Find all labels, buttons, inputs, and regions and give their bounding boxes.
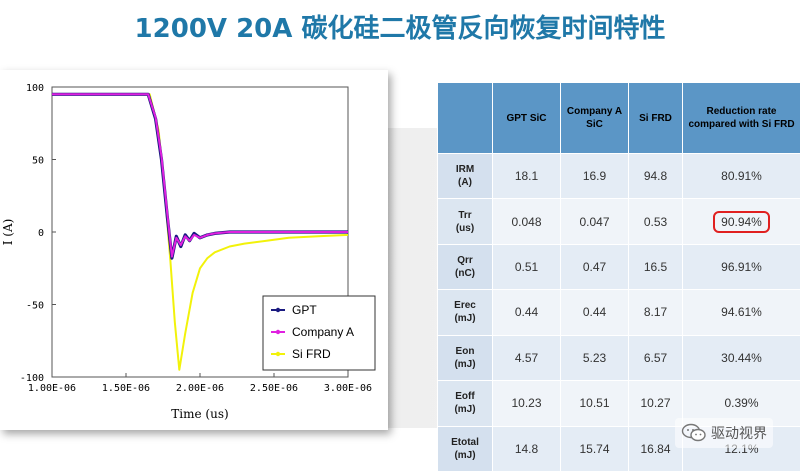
row-unit: (mJ)	[454, 358, 476, 370]
row-header: IRM (A)	[437, 152, 493, 200]
table-cell: 90.94%	[682, 198, 800, 245]
row-unit: (A)	[458, 177, 472, 189]
row-parameter: Eon	[455, 345, 475, 357]
table-cell: 18.1	[492, 152, 561, 200]
x-tick-label: 3.00E-06	[324, 383, 372, 394]
legend-marker	[275, 351, 281, 357]
table-cell: 94.8	[628, 152, 683, 200]
row-unit: (mJ)	[454, 449, 476, 461]
table-cell: 15.74	[560, 425, 629, 473]
row-unit: (nC)	[455, 268, 475, 280]
x-tick-label: 2.50E-06	[250, 383, 298, 394]
legend-label: Company A	[292, 325, 354, 339]
header-reduction-rate: Reduction rate compared with Si FRD	[682, 82, 800, 154]
row-header: Erec (mJ)	[437, 289, 493, 336]
table-cell: 0.47	[560, 243, 629, 291]
y-tick-label: 50	[32, 156, 44, 167]
table-cell: 0.51	[492, 243, 561, 291]
table-cell: 16.84	[628, 425, 683, 473]
row-unit: (mJ)	[454, 404, 476, 416]
legend-marker	[275, 329, 281, 335]
y-tick-label: 100	[26, 83, 44, 94]
table-cell: 0.44	[492, 289, 561, 336]
table-cell: 94.61%	[682, 289, 800, 336]
table-cell: 14.8	[492, 425, 561, 473]
row-parameter: Eoff	[455, 391, 475, 403]
row-parameter: Etotal	[451, 436, 479, 448]
watermark-text: 驱动视界	[711, 426, 767, 442]
table-cell: 0.44	[560, 289, 629, 336]
table-cell: 6.57	[628, 334, 683, 382]
x-tick-label: 1.00E-06	[28, 383, 76, 394]
table-row: Qrr (nC) 0.51 0.47 16.5 96.91%	[437, 243, 800, 291]
header-gpt-sic: GPT SiC	[492, 82, 561, 154]
table-row: Etotal (mJ) 14.8 15.74 16.84 12.1%	[437, 425, 800, 473]
highlighted-value: 90.94%	[713, 210, 770, 233]
x-axis-label: Time (us)	[171, 407, 228, 421]
row-header: Trr (us)	[437, 198, 493, 245]
x-tick-label: 2.00E-06	[176, 383, 224, 394]
row-parameter: Trr	[458, 209, 472, 221]
table-row: Eon (mJ) 4.57 5.23 6.57 30.44%	[437, 334, 800, 382]
recovery-chart: 1.00E-06 1.50E-06 2.00E-06 2.50E-06 3.00E-06…	[1, 83, 376, 421]
row-header: Eoff (mJ)	[437, 380, 493, 427]
x-tick-label: 1.50E-06	[102, 383, 150, 394]
y-tick-label: -50	[26, 301, 44, 312]
row-parameter: Erec	[454, 300, 476, 312]
table-row: Erec (mJ) 0.44 0.44 8.17 94.61%	[437, 289, 800, 336]
table-cell: 16.9	[560, 152, 629, 200]
table-cell: 80.91%	[682, 152, 800, 200]
table-cell: 30.44%	[682, 334, 800, 382]
series-line-company-a	[52, 93, 348, 258]
table-cell: 96.91%	[682, 243, 800, 291]
table-cell: 0.047	[560, 198, 629, 245]
y-tick-label: 0	[38, 228, 44, 239]
header-si-frd: Si FRD	[628, 82, 683, 154]
table-header-row: GPT SiC Company A SiC Si FRD Reduction r…	[437, 82, 800, 154]
row-header: Etotal (mJ)	[437, 425, 493, 473]
watermark: 驱动视界	[675, 418, 773, 448]
comparison-table: GPT SiC Company A SiC Si FRD Reduction r…	[437, 82, 800, 473]
table-cell: 4.57	[492, 334, 561, 382]
row-parameter: Qrr	[457, 255, 473, 267]
legend-marker	[275, 307, 281, 313]
chart-legend: GPT Company A Si FRD	[262, 295, 376, 371]
header-company-a-sic: Company A SiC	[560, 82, 629, 154]
row-header: Eon (mJ)	[437, 334, 493, 382]
table-cell: 16.5	[628, 243, 683, 291]
table-cell: 10.51	[560, 380, 629, 427]
table-cell: 10.23	[492, 380, 561, 427]
y-axis-label: I (A)	[1, 219, 15, 246]
table-cell: 0.53	[628, 198, 683, 245]
legend-label: GPT	[292, 303, 317, 317]
row-parameter: IRM	[455, 164, 475, 176]
page-title: 1200V 20A 碳化硅二极管反向恢复时间特性	[134, 14, 666, 44]
legend-label: Si FRD	[292, 347, 331, 361]
table-row: Trr (us) 0.048 0.047 0.53 90.94%	[437, 198, 800, 245]
row-header: Qrr (nC)	[437, 243, 493, 291]
table-row: Eoff (mJ) 10.23 10.51 10.27 0.39%	[437, 380, 800, 427]
chart-card: 1.00E-06 1.50E-06 2.00E-06 2.50E-06 3.00E-06…	[0, 70, 388, 430]
wechat-icon	[681, 423, 706, 442]
table-cell: 0.048	[492, 198, 561, 245]
table-corner-cell	[437, 82, 493, 154]
row-unit: (mJ)	[454, 313, 476, 325]
row-unit: (us)	[455, 222, 475, 234]
table-cell: 10.27	[628, 380, 683, 427]
table-cell: 5.23	[560, 334, 629, 382]
y-tick-label: -100	[20, 373, 44, 384]
table-row: IRM (A) 18.1 16.9 94.8 80.91%	[437, 152, 800, 200]
table-cell: 8.17	[628, 289, 683, 336]
